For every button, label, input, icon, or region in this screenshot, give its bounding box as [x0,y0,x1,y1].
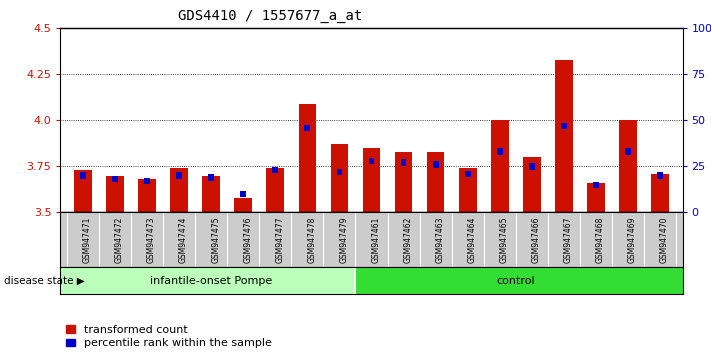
Text: disease state ▶: disease state ▶ [4,275,85,286]
Bar [112,176,118,182]
Text: GSM947463: GSM947463 [436,217,444,263]
Bar [625,148,631,155]
Text: GSM947472: GSM947472 [115,217,124,263]
Text: GSM947471: GSM947471 [83,217,92,263]
Bar [523,157,540,212]
Text: GSM947477: GSM947477 [275,217,284,263]
Bar [106,176,124,212]
Bar [356,267,705,294]
Text: GSM947476: GSM947476 [243,217,252,263]
Text: GSM947468: GSM947468 [596,217,605,263]
Bar [491,120,508,212]
Bar [395,152,412,212]
Text: GSM947479: GSM947479 [339,217,348,263]
Bar [427,152,444,212]
Text: GSM947469: GSM947469 [628,217,637,263]
Bar [465,171,471,177]
Text: GSM947478: GSM947478 [307,217,316,263]
Legend: transformed count, percentile rank within the sample: transformed count, percentile rank withi… [66,325,272,348]
Text: infantile-onset Pompe: infantile-onset Pompe [150,275,272,286]
Bar [651,174,669,212]
Bar [240,191,246,197]
Bar [619,120,637,212]
Bar [593,182,599,188]
Bar [176,172,182,179]
Bar [299,104,316,212]
Bar [235,198,252,212]
Bar [336,169,342,175]
Text: control: control [496,275,535,286]
Bar [459,168,476,212]
Text: GSM947465: GSM947465 [500,217,509,263]
Text: GSM947473: GSM947473 [147,217,156,263]
Text: GSM947467: GSM947467 [564,217,573,263]
Text: GSM947475: GSM947475 [211,217,220,263]
Bar [561,123,567,129]
Text: GDS4410 / 1557677_a_at: GDS4410 / 1557677_a_at [178,9,363,23]
Bar [555,59,573,212]
Bar [587,183,605,212]
Bar [74,170,92,212]
Text: GSM947462: GSM947462 [404,217,412,263]
Bar [267,168,284,212]
Text: GSM947461: GSM947461 [371,217,380,263]
Bar [60,267,356,294]
Bar [208,174,214,181]
Bar [433,161,439,168]
Bar [401,159,407,166]
Bar [363,148,380,212]
Text: GSM947464: GSM947464 [468,217,476,263]
Text: GSM947474: GSM947474 [179,217,188,263]
Bar [80,172,86,179]
Bar [144,178,150,184]
Bar [331,144,348,212]
Text: GSM947466: GSM947466 [532,217,541,263]
Bar [170,168,188,212]
Bar [497,148,503,155]
Bar [203,176,220,212]
Bar [304,125,310,131]
Bar [529,163,535,170]
Bar [272,167,278,173]
Bar [657,172,663,179]
Bar [138,179,156,212]
Text: GSM947470: GSM947470 [660,217,669,263]
Bar [368,158,375,164]
